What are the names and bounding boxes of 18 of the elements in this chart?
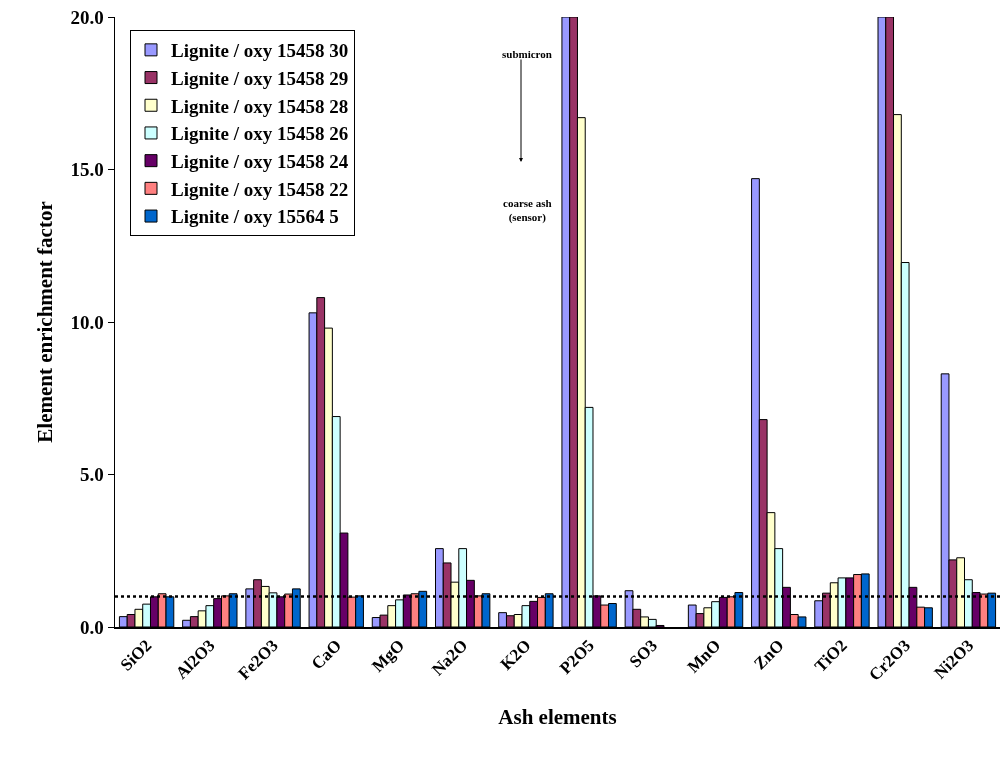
y-axis-title: Element enrichment factor [32, 201, 57, 443]
y-tick-label: 20.0 [70, 6, 104, 28]
legend-label: Lignite / oxy 15458 24 [171, 151, 349, 173]
x-tick-label: SO3 [625, 635, 662, 672]
y-tick-label: 0.0 [79, 616, 104, 638]
x-axis-title: Ash elements [498, 704, 617, 729]
legend-label: Lignite / oxy 15458 28 [171, 95, 349, 117]
legend-label: Lignite / oxy 15458 26 [171, 123, 349, 145]
annotation: submicron [502, 48, 552, 60]
legend-label: Lignite / oxy 15458 29 [171, 67, 349, 89]
y-tick-label: 5.0 [79, 464, 104, 486]
x-tick-label: CaO [307, 635, 346, 674]
legend-label: Lignite / oxy 15458 22 [171, 178, 349, 200]
annotation: coarse ash (sensor) [503, 197, 552, 225]
y-tick-label: 15.0 [70, 159, 104, 181]
legend-label: Lignite / oxy 15458 30 [171, 40, 349, 62]
y-tick-label: 10.0 [70, 311, 104, 333]
legend-label: Lignite / oxy 15564 5 [171, 206, 339, 228]
